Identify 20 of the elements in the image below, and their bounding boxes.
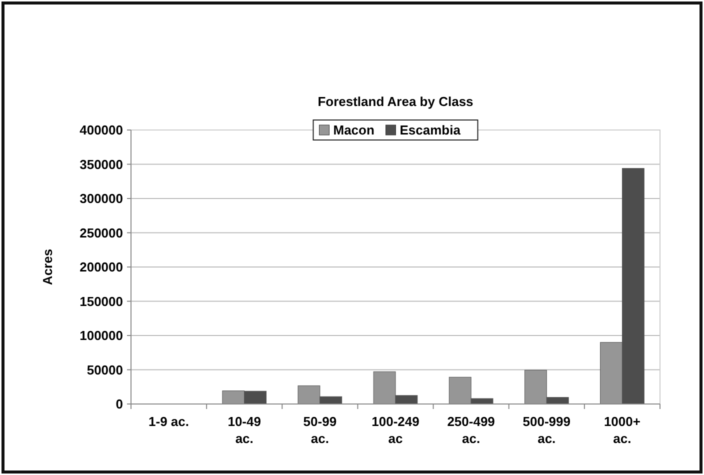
x-tick-label: 500-999 ac. <box>522 414 570 446</box>
y-axis-title: Acres <box>40 248 55 286</box>
y-tick-label: 0 <box>116 396 123 412</box>
x-tick-label: 1000+ ac. <box>604 414 641 446</box>
chart-title: Forestland Area by Class <box>318 94 474 109</box>
x-tick-label: 50-99 ac. <box>303 414 337 446</box>
legend-label: Escambia <box>400 122 462 138</box>
y-tick-label: 100000 <box>80 328 123 344</box>
x-tick-label: 1-9 ac. <box>148 414 190 429</box>
y-tick-label: 300000 <box>80 191 123 206</box>
legend-label: Macon <box>333 122 374 138</box>
y-tick-label: 150000 <box>80 294 123 309</box>
y-tick-label: 50000 <box>86 362 123 378</box>
y-tick-label: 250000 <box>80 225 123 240</box>
y-tick-label: 200000 <box>80 260 123 275</box>
x-tick-label: 100-249 ac <box>372 414 420 446</box>
y-tick-label: 400000 <box>80 122 123 138</box>
x-tick-label: 10-49 ac. <box>228 414 261 446</box>
x-tick-label: 250-499 ac. <box>447 414 495 446</box>
y-tick-label: 350000 <box>80 156 123 172</box>
